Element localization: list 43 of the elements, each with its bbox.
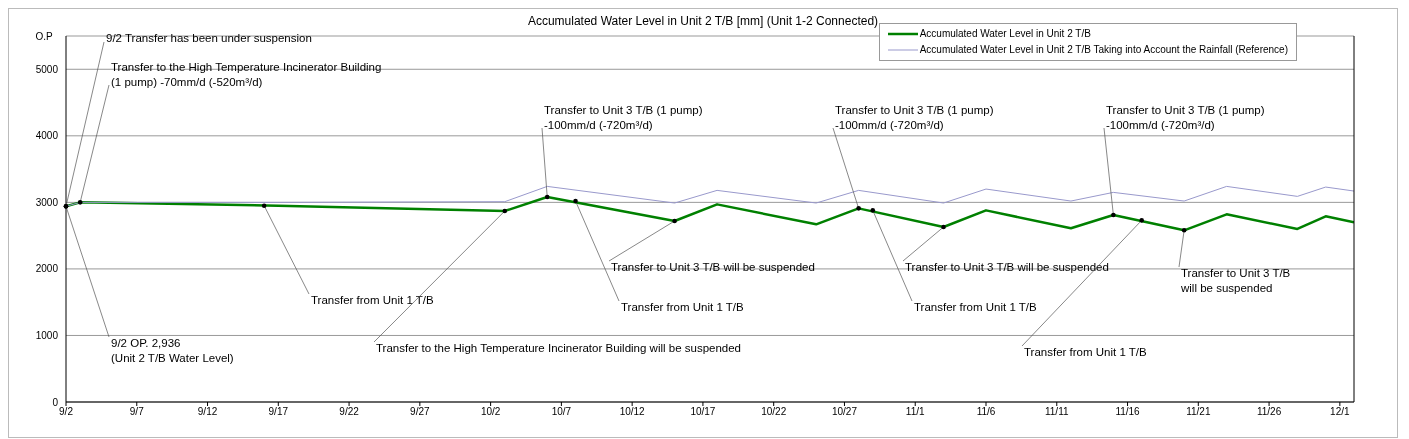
annotation: 9/2 OP. 2,936 (Unit 2 T/B Water Level) bbox=[111, 337, 234, 364]
x-tick-label: 12/1 bbox=[1330, 406, 1351, 418]
annotation: Transfer to the High Temperature Incinerator Building (1 pump) -70mm/d (-520m³/d) bbox=[111, 61, 382, 88]
annotation: Transfer to Unit 3 T/B will be suspended bbox=[1180, 267, 1291, 294]
x-tick-label: 9/22 bbox=[339, 406, 360, 418]
x-tick-label: 11/26 bbox=[1256, 406, 1282, 418]
annotation: Transfer to Unit 3 T/B (1 pump) -100mm/d (-720m³/d) bbox=[544, 104, 703, 131]
y-axis-title: O.P bbox=[35, 31, 53, 42]
x-tick-label: 11/21 bbox=[1186, 406, 1211, 418]
x-tick-label: 11/1 bbox=[905, 406, 926, 418]
annotation: Transfer from Unit 1 T/B bbox=[1024, 346, 1148, 358]
x-tick-label: 9/27 bbox=[410, 406, 431, 418]
annotation: Transfer to Unit 3 T/B will be suspended bbox=[905, 261, 1109, 273]
x-tick-label: 10/12 bbox=[619, 406, 646, 418]
y-tick-label: 4000 bbox=[35, 130, 59, 142]
legend-label: Accumulated Water Level in Unit 2 T/B bbox=[919, 27, 1091, 41]
annotation: Transfer to Unit 3 T/B will be suspended bbox=[611, 261, 815, 273]
x-tick-label: 11/6 bbox=[976, 406, 996, 418]
x-tick-label: 11/11 bbox=[1045, 406, 1069, 418]
x-tick-label: 9/17 bbox=[268, 406, 289, 418]
y-tick-label: 3000 bbox=[35, 196, 59, 208]
x-tick-label: 9/12 bbox=[197, 406, 218, 418]
annotation: Transfer from Unit 1 T/B bbox=[914, 301, 1038, 313]
y-tick-label: 1000 bbox=[35, 330, 59, 341]
y-tick-label: 2000 bbox=[35, 263, 59, 275]
annotation: Transfer from Unit 1 T/B bbox=[621, 301, 745, 313]
x-tick-label: 11/16 bbox=[1115, 406, 1141, 418]
annotation: Transfer to Unit 3 T/B (1 pump) -100mm/d (-720m³/d) bbox=[1106, 104, 1265, 131]
x-tick-label: 10/22 bbox=[761, 406, 787, 418]
x-tick-label: 9/7 bbox=[129, 406, 145, 418]
annotation: Transfer to Unit 3 T/B (1 pump) -100mm/d (-720m³/d) bbox=[835, 104, 994, 131]
x-tick-label: 10/17 bbox=[690, 406, 716, 418]
annotation: 9/2 Transfer has been under suspension bbox=[106, 32, 312, 44]
x-tick-label: 10/2 bbox=[480, 406, 501, 418]
legend-label: Accumulated Water Level in Unit 2 T/B Taking into Account the Rainfall (Reference) bbox=[919, 43, 1288, 57]
annotation: Transfer from Unit 1 T/B bbox=[311, 294, 435, 306]
x-tick-label: 10/27 bbox=[831, 406, 858, 418]
chart-title: Accumulated Water Level in Unit 2 T/B [mm] (Unit 1-2 Connected) bbox=[527, 14, 879, 28]
annotation: Transfer to the High Temperature Incinerator Building will be suspended bbox=[376, 342, 742, 354]
x-tick-label: 10/7 bbox=[551, 406, 572, 418]
y-tick-label: 0 bbox=[52, 396, 59, 408]
x-tick-label: 9/2 bbox=[59, 406, 74, 418]
y-tick-label: 5000 bbox=[35, 63, 59, 75]
